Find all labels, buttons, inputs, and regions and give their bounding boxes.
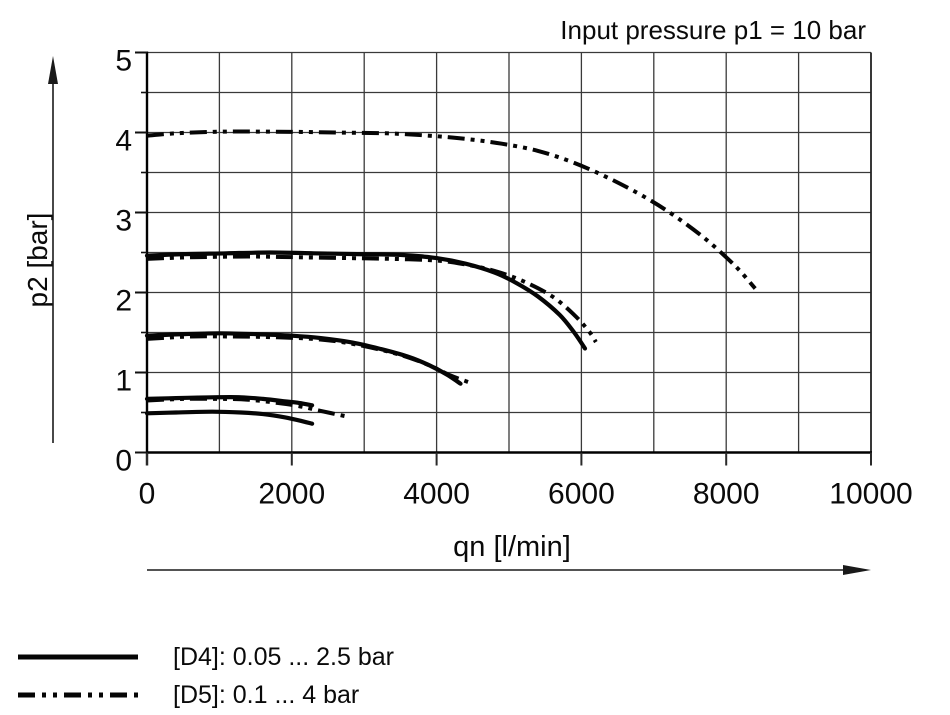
series-curve-d5-0p65bar (146, 396, 348, 419)
series-curve-d5-1p42bar (146, 334, 472, 385)
series-curve-d5-3p96bar (146, 129, 757, 290)
solid-line-swatch (18, 654, 138, 660)
series-curve-d5-2p42bar (146, 254, 598, 344)
legend-label-d4: [D4]: 0.05 ... 2.5 bar (173, 642, 394, 671)
chart-title: Input pressure p1 = 10 bar (560, 15, 866, 45)
x-tick-label: 0 (139, 478, 156, 511)
x-tick-label: 10000 (829, 478, 912, 511)
legend-item-d5: [D5]: 0.1 ... 4 bar (17, 680, 394, 710)
x-tick-label: 2000 (258, 478, 325, 511)
plot-area: 0 2000 4000 6000 8000 10000 0 1 2 3 4 5 (48, 45, 913, 575)
y-axis-arrowhead (48, 56, 58, 84)
series-curve-d4-0p67bar (144, 395, 315, 408)
y-tick-label: 2 (115, 285, 132, 318)
x-tick-label: 8000 (693, 478, 760, 511)
x-axis-arrowhead (843, 565, 871, 575)
y-tick-label: 3 (115, 205, 132, 238)
series-curve-d4-0p49bar (144, 409, 315, 426)
legend: [D4]: 0.05 ... 2.5 bar [D5]: 0.1 ... 4 b… (17, 642, 394, 710)
y-tick-label: 5 (115, 45, 132, 78)
y-tick-label: 0 (115, 445, 132, 478)
x-tick-label: 6000 (548, 478, 615, 511)
legend-label-d5: [D5]: 0.1 ... 4 bar (173, 680, 360, 709)
x-axis-title: qn [l/min] (453, 531, 571, 563)
x-tick-label: 4000 (403, 478, 470, 511)
y-tick-label: 1 (115, 365, 132, 398)
dashdotdot-line-swatch (18, 692, 140, 698)
y-tick-label: 4 (115, 125, 132, 158)
legend-item-d4: [D4]: 0.05 ... 2.5 bar (17, 642, 394, 672)
series-curve-d4-2p46bar (144, 250, 588, 351)
